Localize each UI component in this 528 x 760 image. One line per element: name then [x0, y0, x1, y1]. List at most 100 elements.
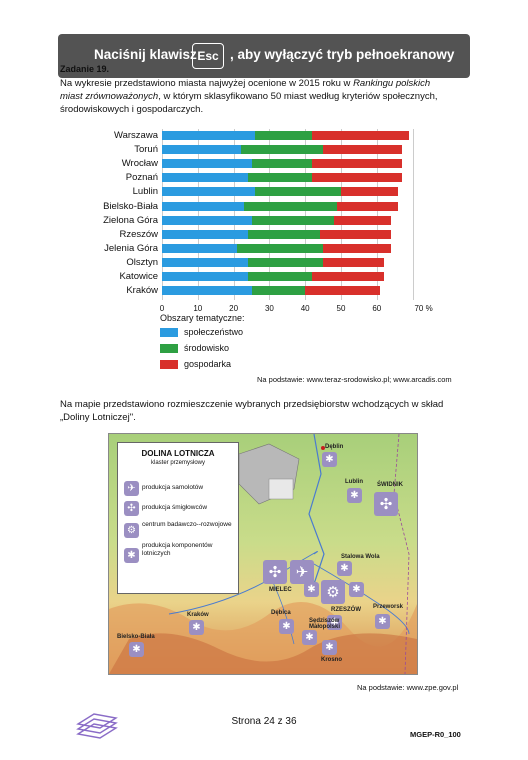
category-label: Poznań [125, 172, 158, 184]
map-legend-title: DOLINA LOTNICZA [141, 449, 215, 458]
city-krakow: Kraków [187, 612, 209, 618]
bar-segment [312, 159, 402, 169]
chart-gridline [197, 129, 199, 301]
city-rzeszow: RZESZÓW [331, 607, 361, 613]
aviation-valley-map: DOLINA LOTNICZA klaster przemysłowy ✈ pr… [108, 433, 418, 675]
bar-segment [162, 145, 241, 155]
inset-area-box [268, 478, 294, 500]
map-intro-line-1: Na mapie przedstawiono rozmieszczenie wy… [60, 399, 444, 410]
component-icon: ✱ [304, 582, 319, 597]
bar-segment [305, 286, 381, 296]
high-mountains-area [109, 633, 417, 674]
component-icon: ✱ [349, 582, 364, 597]
task-intro-line-1: Na wykresie przedstawiono miasta najwyże… [60, 77, 430, 90]
legend-component-label: produkcja komponentów lotniczych [142, 542, 213, 557]
task-intro-line-2: miast zrównoważonych, w którym sklasyfik… [60, 90, 438, 103]
city-mielec: MIELEC [269, 587, 292, 593]
bar-segment [247, 257, 324, 267]
bar-segment [312, 173, 402, 183]
bar-segment [162, 201, 245, 211]
x-tick-label: 10 [193, 304, 203, 314]
map-legend-subtitle: klaster przemysłowy [150, 460, 205, 466]
category-label: Kraków [126, 285, 158, 297]
bar-segment [162, 173, 248, 183]
component-icon: ✱ [327, 615, 342, 630]
bar-segment [162, 215, 252, 225]
map-intro-line-2: „Doliny Lotniczej". [60, 412, 136, 423]
category-label: Zielona Góra [103, 214, 158, 226]
bar-segment [162, 272, 248, 281]
component-icon: ✱ [322, 640, 337, 655]
task-intro-line-3: środowiskowych i gospodarczych. [60, 104, 204, 115]
bar-segment [237, 243, 324, 253]
city-stalowa-wola: Stalowa Wola [341, 554, 380, 560]
component-icon: ✱ [337, 561, 352, 576]
city-przeworsk: Przeworsk [373, 604, 404, 610]
bar-segment [337, 201, 399, 211]
x-tick-label: 70 % [414, 304, 433, 314]
engine-icon: ⚙ [124, 523, 139, 538]
legend-swatch [160, 360, 178, 369]
legend-label: gospodarka [184, 359, 232, 369]
component-icon: ✱ [129, 642, 144, 657]
engine-icon: ⚙ [321, 580, 345, 604]
intro-text-1: Na wykresie przedstawiono miasta najwyże… [60, 78, 351, 89]
bar-segment [251, 286, 306, 296]
bar-segment [323, 257, 384, 267]
fullscreen-notice: Naciśnij klawisz Esc , aby wyłączyć tryb… [58, 34, 470, 78]
category-label: Jelenia Góra [104, 242, 158, 254]
chart-legend-title: Obszary tematyczne: [160, 313, 245, 323]
bar-segment [162, 187, 256, 197]
bar-segment [333, 215, 392, 225]
component-icon: ✱ [124, 548, 139, 563]
x-tick-label: 20 [229, 304, 239, 314]
component-icon: ✱ [375, 614, 390, 629]
chart-gridline [376, 129, 378, 301]
helicopter-icon: ✣ [124, 501, 139, 516]
x-tick-label: 0 [159, 304, 165, 314]
helicopter-icon: ✣ [374, 492, 398, 516]
legend-plane-label: produkcja samolotów [142, 484, 204, 491]
city-lublin: Lublin [345, 479, 363, 485]
component-icon: ✱ [322, 452, 337, 467]
plane-icon: ✈ [124, 481, 139, 496]
category-label: Wrocław [121, 158, 158, 170]
component-icon: ✱ [279, 619, 294, 634]
task-number: Zadanie 19. [60, 64, 110, 74]
x-tick-label: 40 [300, 304, 310, 314]
component-icon: ✱ [189, 620, 204, 635]
chart-gridline [269, 129, 271, 301]
component-icon: ✱ [347, 488, 362, 503]
bar-segment [255, 187, 341, 197]
bar-segment [162, 159, 252, 169]
bar-segment [251, 159, 313, 169]
bar-segment [341, 187, 399, 197]
logo-icon [76, 713, 118, 739]
category-label: Warszawa [114, 130, 158, 141]
esc-key[interactable]: Esc [192, 43, 224, 69]
component-icon: ✱ [302, 630, 317, 645]
chart-gridline [341, 129, 342, 301]
city-deblin: Dęblin [325, 444, 344, 450]
category-label: Katowice [119, 271, 158, 282]
city-krosno: Krosno [321, 657, 342, 663]
bar-segment [247, 229, 320, 239]
category-label: Rzeszów [119, 228, 158, 240]
legend-swatch [160, 344, 178, 353]
intro-text-2: , w którym sklasyfikowano 50 miast wedłu… [158, 91, 438, 102]
bar-segment [240, 145, 324, 155]
intro-ranking-1: Rankingu polskich [353, 78, 431, 89]
bar-segment [251, 215, 334, 225]
chart-gridline [162, 129, 163, 301]
legend-swatch [160, 328, 178, 337]
river-san [313, 563, 410, 635]
bar-segment [323, 243, 392, 253]
category-label: Olsztyn [126, 256, 158, 268]
city-debica: Dębica [271, 610, 291, 616]
page-number: Strona 24 z 36 [231, 716, 297, 727]
legend-helicopter-label: produkcja śmigłowców [142, 504, 208, 511]
border-line [393, 434, 410, 674]
city-bielsko: Bielsko-Biała [117, 634, 155, 640]
bar-segment [162, 257, 248, 267]
fullscreen-notice-text-2: , aby wyłączyć tryb pełnoekranowy [230, 47, 455, 62]
